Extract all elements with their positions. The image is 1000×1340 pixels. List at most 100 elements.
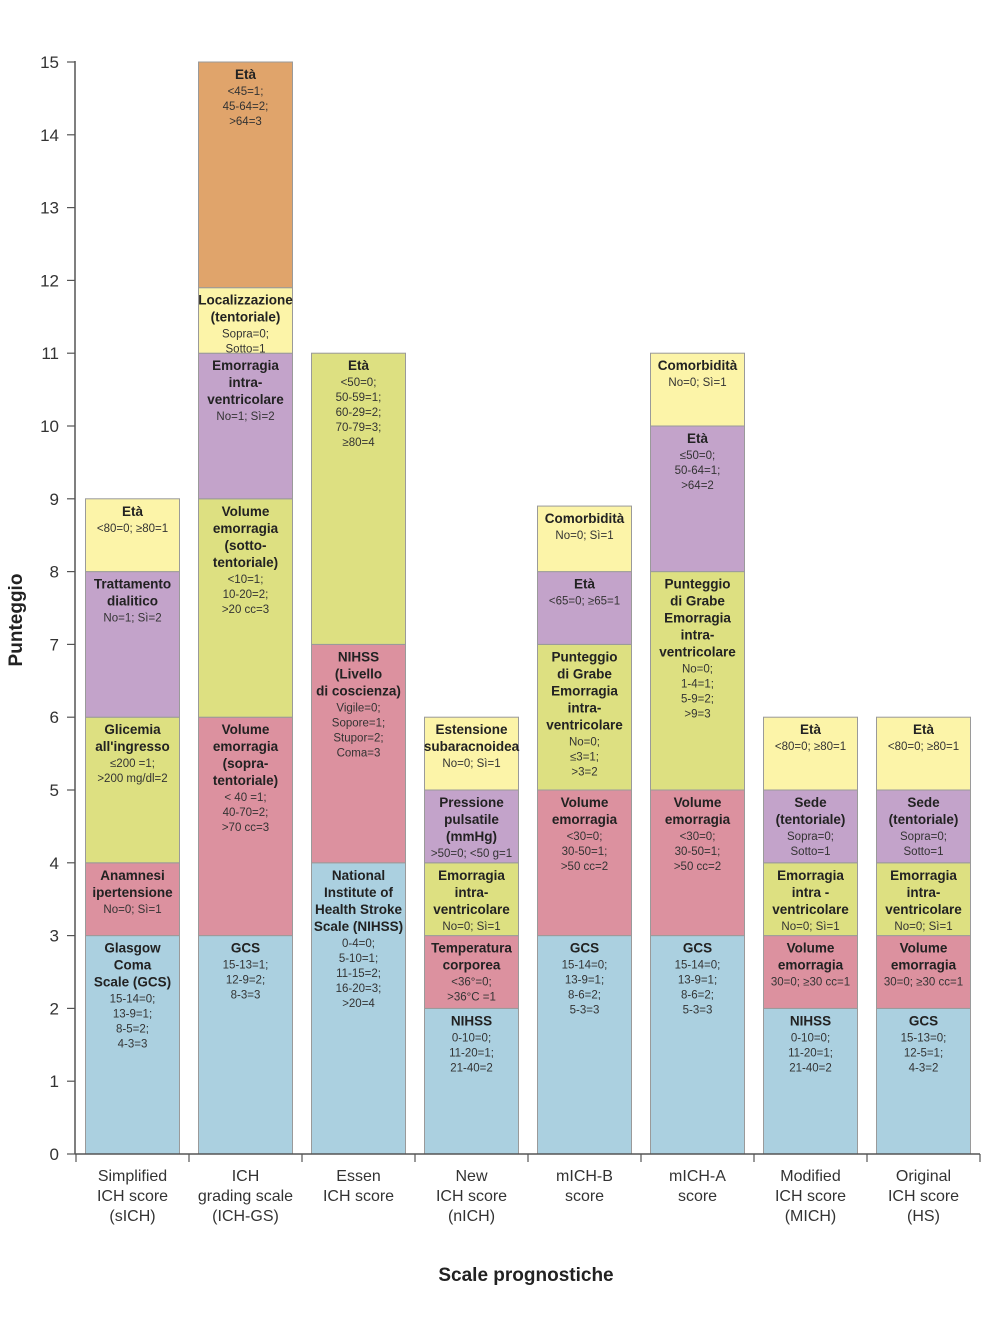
- y-tick-label: 12: [40, 271, 59, 290]
- segment-detail: Stupor=2;: [333, 732, 383, 744]
- segment-detail: 15-14=0;: [110, 994, 156, 1006]
- segment-detail: 21-40=2: [789, 1062, 832, 1074]
- bar-segment: [763, 789, 858, 864]
- segment-title: Glicemia: [104, 722, 161, 737]
- x-tick-label: ICH score: [436, 1188, 507, 1205]
- x-tick-label: score: [678, 1188, 717, 1205]
- segment-title: NIHSS: [338, 649, 379, 664]
- segment-title: Punteggio: [665, 577, 731, 592]
- segment-label: Età <65=0; ≥65=1: [549, 577, 620, 608]
- segment-title: intra-: [455, 885, 489, 900]
- segment-detail: Sopra=0;: [787, 831, 834, 843]
- segment-title: Health Stroke: [315, 902, 403, 917]
- x-tick-label: (MICH): [785, 1208, 837, 1225]
- segment-detail: Sotto=1: [791, 846, 831, 858]
- y-tick-label: 0: [50, 1145, 59, 1164]
- segment-title: intra-: [907, 885, 941, 900]
- segment-detail: ≤3=1;: [570, 751, 599, 763]
- segment-label: Età ≤50=0; 50-64=1; >64=2: [675, 431, 721, 492]
- bar-segment: [537, 643, 632, 791]
- segment-title: Temperatura: [431, 941, 512, 956]
- segment-detail: 8-6=2;: [568, 990, 601, 1002]
- segment-label: GCS 15-14=0; 13-9=1; 8-6=2; 5-3=3: [675, 941, 721, 1017]
- bar-segment: [311, 352, 406, 645]
- segment-title: Scale (NIHSS): [314, 919, 403, 934]
- segment-title: (tentoriale): [889, 812, 959, 827]
- segment-label: Comorbidità No=0; Sì=1: [545, 511, 625, 542]
- segment-label: Glasgow Coma Scale (GCS) 15-14=0; 13-9=1; 8-5…: [94, 941, 171, 1051]
- bar-segment: [85, 498, 180, 573]
- bar-segment: [650, 935, 745, 1155]
- segment-title: Emorragia: [664, 611, 731, 626]
- segment-title: emorragia: [778, 958, 844, 973]
- segment-title: National: [332, 868, 385, 883]
- segment-label: Punteggio di Grabe Emorragia intra-ventrico…: [546, 649, 623, 778]
- segment-label: Sede (tentoriale) Sopra=0; Sotto=1: [776, 795, 846, 858]
- segment-title: Sede: [907, 795, 940, 810]
- segment-label: Volume emorragia 30=0; ≥30 cc=1: [884, 941, 963, 989]
- x-tick-label: mICH-A: [669, 1168, 726, 1185]
- segment-detail: 16-20=3;: [336, 983, 382, 995]
- segment-title: (mmHg): [446, 829, 497, 844]
- segment-detail: ≤50=0;: [680, 450, 715, 462]
- bar-segment: [198, 61, 293, 289]
- bar-segment: [537, 571, 632, 645]
- segment-label: Volume emorragia 30=0; ≥30 cc=1: [771, 941, 850, 989]
- segment-detail: 13-9=1;: [565, 975, 604, 987]
- y-tick-label: 7: [50, 635, 59, 654]
- bar-segment: [537, 505, 632, 573]
- segment-detail: <30=0;: [567, 831, 603, 843]
- segment-detail: <45=1;: [228, 86, 264, 98]
- segment-label: Età <45=1; 45-64=2; >64=3: [223, 67, 269, 128]
- bar-segment: [650, 789, 745, 937]
- segment-detail: 5-3=3: [683, 1005, 713, 1017]
- segment-detail: No=0; Sì=1: [555, 530, 613, 542]
- segment-label: Sede (tentoriale) Sopra=0; Sotto=1: [889, 795, 959, 858]
- segment-title: Sede: [794, 795, 827, 810]
- segment-label: Localizzazione (tentoriale) Sopra=0; Sotto=…: [198, 293, 293, 356]
- segment-title: di Grabe: [670, 594, 725, 609]
- segment-detail: Coma=3: [337, 747, 381, 759]
- x-tick-label: score: [565, 1188, 604, 1205]
- segment-title: NIHSS: [451, 1013, 492, 1028]
- segment-detail: No=0; Sì=1: [442, 921, 500, 933]
- segment-title: ventricolare: [207, 392, 284, 407]
- segment-detail: >200 mg/dl=2: [97, 773, 167, 785]
- segment-detail: 5-10=1;: [339, 953, 378, 965]
- segment-detail: 13-9=1;: [678, 975, 717, 987]
- segment-title: Emorragia: [551, 683, 618, 698]
- segment-title: emorragia: [552, 812, 618, 827]
- bar-segment: [424, 789, 519, 864]
- segment-title: Anamnesi: [100, 868, 165, 883]
- segment-detail: 15-13=1;: [223, 960, 269, 972]
- segment-title: Emorragia: [777, 868, 844, 883]
- segment-label: Comorbidità No=0; Sì=1: [658, 358, 738, 389]
- segment-label: GCS 15-14=0; 13-9=1; 8-6=2; 5-3=3: [562, 941, 608, 1017]
- segment-title: Età: [913, 722, 935, 737]
- segment-detail: <36°=0;: [451, 977, 491, 989]
- segment-detail: No=0;: [569, 736, 600, 748]
- bar-segment: [876, 1007, 971, 1155]
- segment-label: Volume emorragia <30=0; 30-50=1; >50 cc=2: [552, 795, 618, 873]
- segment-title: corporea: [443, 958, 501, 973]
- segment-title: Trattamento: [94, 577, 171, 592]
- segment-detail: 30=0; ≥30 cc=1: [884, 977, 963, 989]
- bar-stack: NIHSS 0-10=0; 11-20=1; 21-40=2 Temperatura co…: [424, 716, 520, 1155]
- segment-detail: >50=0; <50 g=1: [431, 848, 512, 860]
- bar-segment: [198, 716, 293, 937]
- segment-title: ventricolare: [433, 902, 510, 917]
- segment-detail: 4-3=3: [118, 1039, 148, 1051]
- bar-segment: [424, 1007, 519, 1155]
- bar-segment: [537, 789, 632, 937]
- segment-detail: >70 cc=3: [222, 822, 269, 834]
- segment-title: Emorragia: [212, 358, 279, 373]
- segment-title: intra-: [681, 628, 715, 643]
- segment-title: Età: [574, 577, 596, 592]
- segment-detail: ≤200 =1;: [110, 758, 155, 770]
- x-tick-label: Essen: [336, 1168, 380, 1185]
- segment-label: NIHSS 0-10=0; 11-20=1; 21-40=2: [788, 1013, 833, 1074]
- x-tick-label: ICH score: [323, 1188, 394, 1205]
- bar-stack: GCS 15-13=1; 12-9=2; 8-3=3 Volume emorragia (s…: [198, 61, 293, 1155]
- segment-title: dialitico: [107, 594, 158, 609]
- bar-stack: GCS 15-14=0; 13-9=1; 8-6=2; 5-3=3 Volume emorr…: [650, 352, 745, 1155]
